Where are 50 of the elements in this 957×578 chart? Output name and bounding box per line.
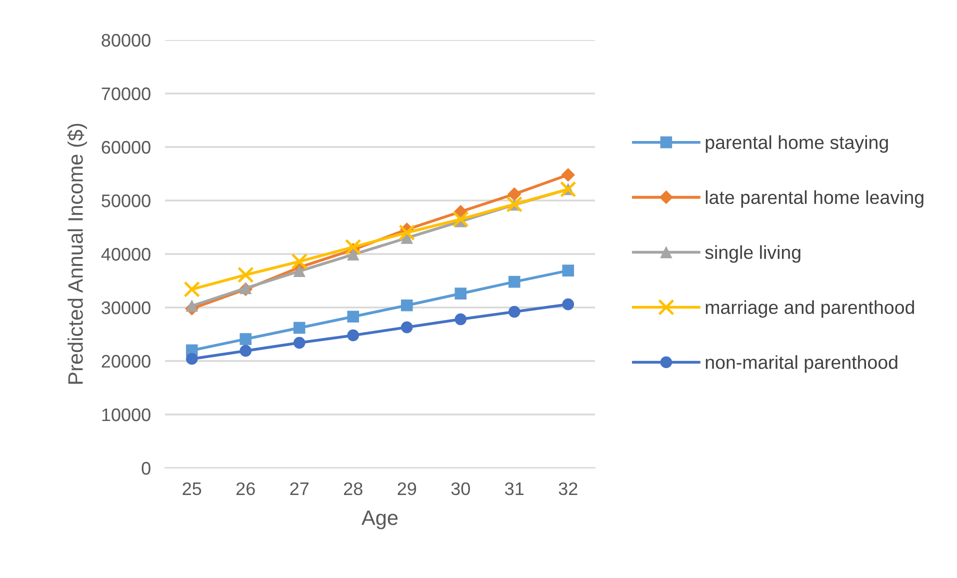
y-tick-label: 40000 — [101, 248, 150, 261]
point — [240, 344, 252, 357]
legend-label: single living — [705, 245, 800, 263]
x-tick-label: 26 — [236, 482, 255, 496]
point — [508, 187, 522, 201]
point — [291, 253, 308, 270]
y-tick-label: 70000 — [102, 87, 150, 100]
legend-label: parental home staying — [706, 135, 888, 153]
point — [344, 238, 362, 256]
legend-label: non-marital parenthood — [706, 355, 898, 373]
y-tick-label: 60000 — [102, 140, 150, 154]
point — [293, 336, 306, 349]
x-tick-label: 28 — [344, 482, 362, 496]
x-tick-label: 31 — [505, 482, 524, 496]
x-tick-label: 25 — [182, 482, 202, 496]
x-tick-label: 27 — [290, 482, 309, 495]
x-axis-title: Age — [362, 510, 398, 530]
x-tick-label: 29 — [398, 482, 416, 496]
point — [186, 300, 198, 312]
point — [454, 288, 467, 300]
point — [293, 265, 306, 278]
point — [347, 329, 360, 342]
legend-label: late parental home leaving — [706, 190, 924, 208]
point — [562, 264, 574, 276]
point — [186, 352, 198, 365]
point — [237, 266, 254, 284]
point — [240, 333, 252, 345]
y-tick-label: 20000 — [102, 354, 150, 368]
point — [454, 313, 467, 326]
x-tick-label: 30 — [451, 482, 470, 496]
point — [400, 299, 413, 312]
y-tick-label: 80000 — [102, 34, 150, 47]
y-tick-label: 50000 — [102, 194, 150, 208]
point — [562, 298, 574, 310]
y-tick-label: 30000 — [102, 301, 150, 314]
point — [400, 321, 413, 334]
legend-label: marriage and parenthood — [706, 300, 914, 318]
point — [452, 211, 469, 228]
point — [508, 276, 520, 288]
point — [347, 248, 360, 260]
y-tick-label: 10000 — [102, 408, 150, 422]
point — [561, 168, 575, 182]
point — [184, 281, 200, 298]
point — [398, 224, 416, 241]
point — [347, 310, 360, 322]
y-tick-label: 0 — [142, 462, 150, 475]
point — [293, 322, 306, 334]
x-tick-label: 32 — [558, 482, 578, 496]
y-axis-title: Predicted Annual Income ($) — [67, 124, 88, 384]
point — [508, 306, 520, 318]
